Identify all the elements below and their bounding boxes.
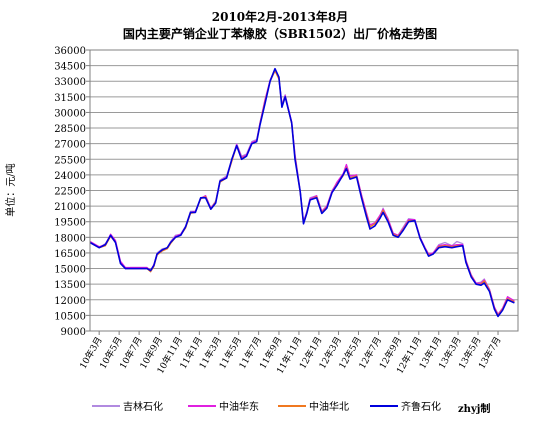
- y-tick-label: 25500: [54, 155, 86, 166]
- y-tick-label: 18000: [54, 233, 86, 244]
- chart-title: 2010年2月-2013年8月: [212, 9, 348, 24]
- series-layer: [89, 67, 515, 318]
- y-tick-label: 16500: [54, 249, 86, 260]
- y-tick-label: 33000: [54, 77, 86, 88]
- series-line-2: [89, 69, 515, 315]
- y-tick-label: 28500: [54, 124, 86, 135]
- chart-subtitle: 国内主要产销企业丁苯橡胶（SBR1502）出厂价格走势图: [123, 26, 437, 41]
- y-tick-label: 30000: [54, 108, 86, 119]
- series-line-1: [89, 70, 515, 315]
- y-tick-label: 24000: [54, 171, 86, 182]
- legend-label: 齐鲁石化: [401, 400, 441, 413]
- grid-layer: [90, 49, 518, 332]
- y-tick-label: 22500: [54, 187, 86, 198]
- legend-label: 中油华北: [309, 400, 349, 413]
- legend-label: 中油华东: [219, 400, 259, 413]
- chart-credit: zhyj制: [458, 402, 490, 415]
- y-tick-label: 27000: [54, 140, 86, 151]
- series-line-4: [89, 67, 515, 318]
- series-line-3: [89, 70, 515, 317]
- y-tick-labels: 9000 10500 12000 13500 15000 16500 18000 19500 2…: [54, 46, 90, 338]
- y-tick-label: 36000: [54, 46, 86, 57]
- y-axis-title: 单位：元/吨: [4, 163, 17, 216]
- x-tick-labels: 10年3月10年5月10年7月10年9月10年11月11年1月11年3月11年5…: [77, 331, 504, 376]
- y-tick-label: 21000: [54, 202, 86, 213]
- legend-label: 吉林石化: [123, 400, 163, 413]
- y-tick-label: 9000: [61, 327, 86, 338]
- y-tick-label: 34500: [54, 62, 86, 73]
- legend: 吉林石化 中油华东 中油华北 齐鲁石化: [92, 400, 441, 413]
- y-tick-label: 13500: [54, 280, 86, 291]
- y-tick-label: 15000: [54, 265, 86, 276]
- y-tick-label: 19500: [54, 218, 86, 229]
- y-tick-label: 12000: [54, 296, 86, 307]
- y-tick-label: 10500: [54, 311, 86, 322]
- y-tick-label: 31500: [54, 93, 86, 104]
